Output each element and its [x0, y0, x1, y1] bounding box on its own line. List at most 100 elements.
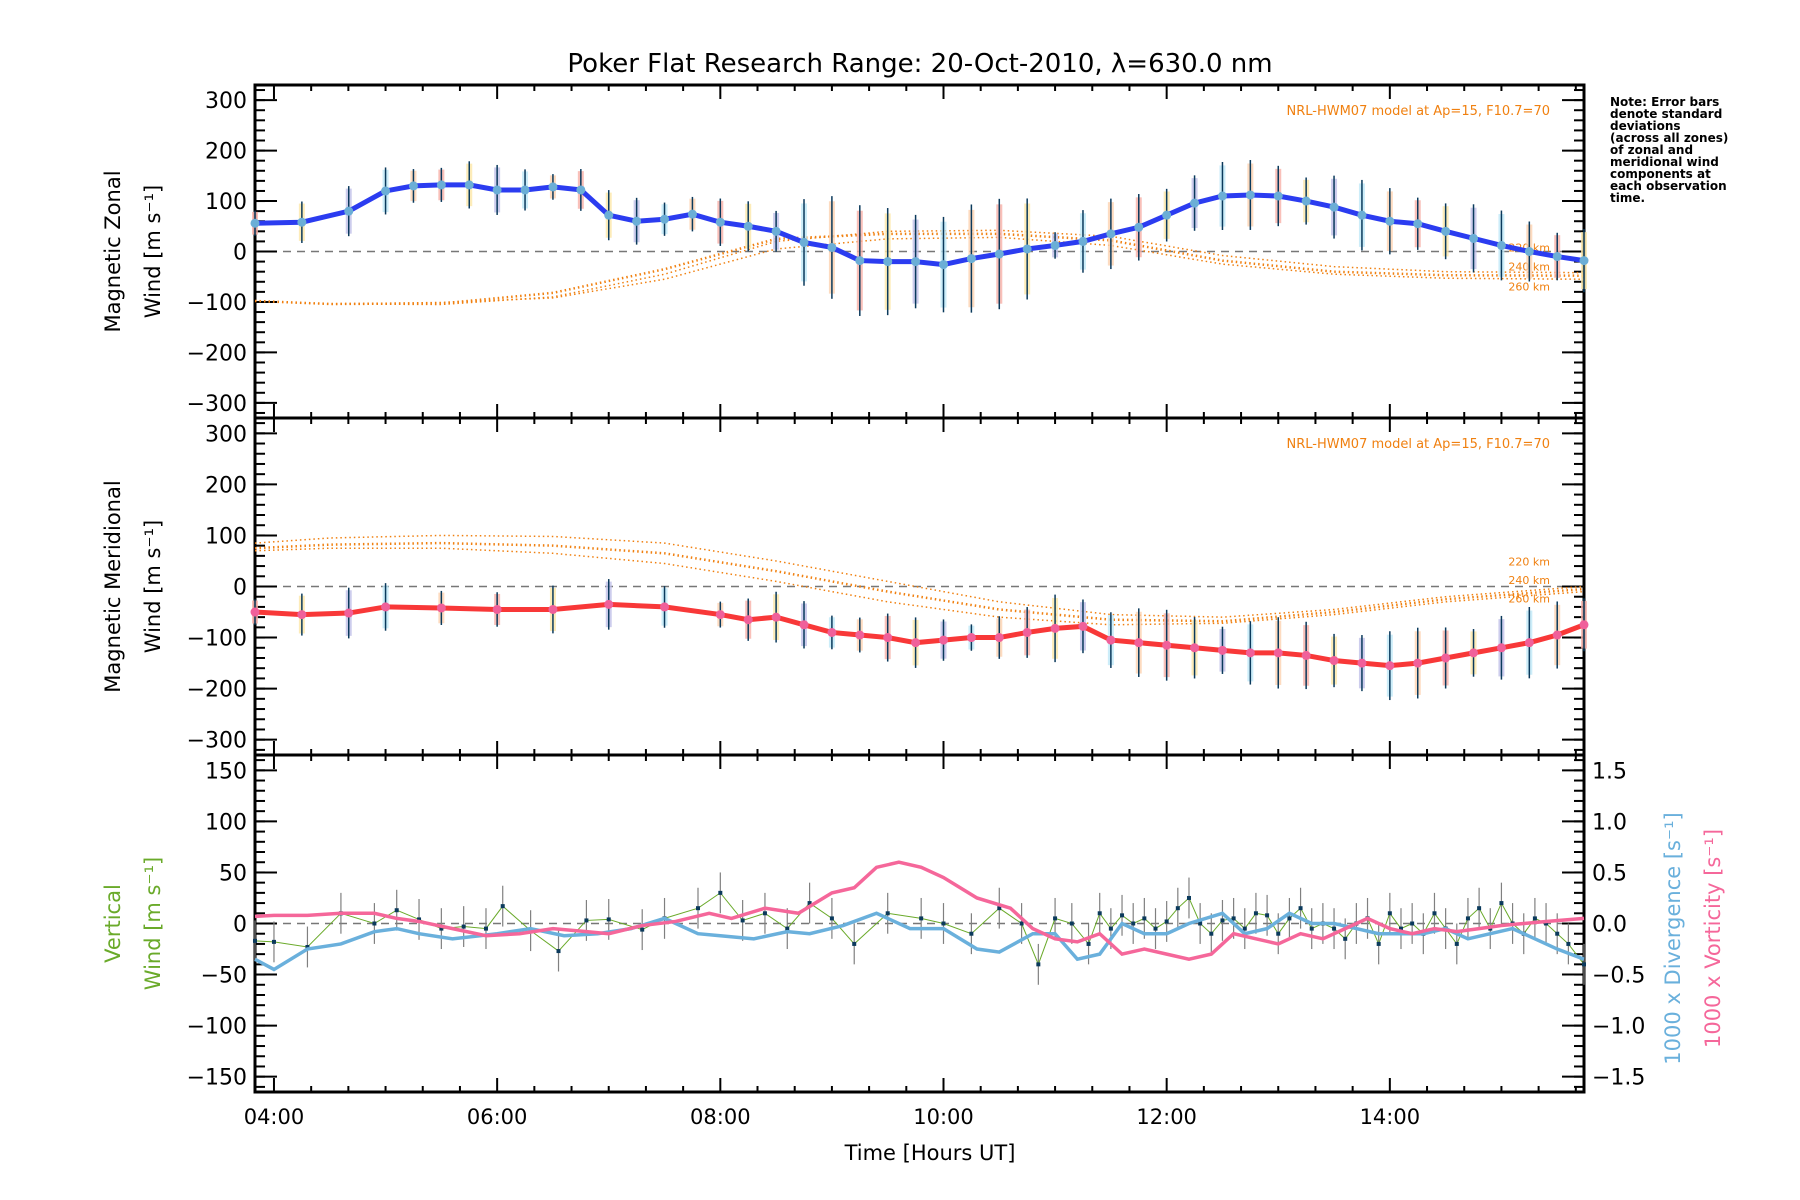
data-point: [1301, 196, 1311, 206]
panel-meridional: 300 200 100 0 −100 −200 −300 Magnetic Meridiona…: [101, 416, 1589, 757]
data-point: [520, 185, 530, 195]
vertical-wind-point: [305, 944, 310, 949]
note-line: meridional wind: [1610, 155, 1719, 169]
data-point: [660, 214, 670, 224]
y-tick-label: −100: [187, 291, 247, 316]
y-tick-label: 0: [233, 913, 247, 938]
data-point: [1413, 658, 1423, 668]
vertical-wind-point: [1069, 921, 1074, 926]
vertical-wind-point: [1544, 921, 1549, 926]
vertical-wind-point: [1153, 926, 1158, 931]
data-point: [250, 218, 260, 228]
data-point: [715, 217, 725, 227]
y2-tick-label: −1.5: [1592, 1066, 1645, 1091]
vertical-wind-point: [969, 931, 974, 936]
vertical-wind-point: [640, 927, 645, 932]
data-point: [1273, 191, 1283, 201]
model-line-240km: [254, 541, 1585, 623]
data-point: [1552, 252, 1562, 262]
note-line: (across all zones): [1610, 131, 1729, 145]
x-tick-label: 04:00: [244, 1105, 305, 1129]
vertical-wind-point: [1477, 906, 1482, 911]
data-point: [297, 217, 307, 227]
y-tick-label: 100: [205, 524, 247, 549]
y2-tick-label: 0.5: [1592, 861, 1627, 886]
data-point: [1496, 643, 1506, 653]
data-point: [715, 610, 725, 620]
y-tick-label: 100: [205, 190, 247, 215]
data-point: [1552, 630, 1562, 640]
model-line-220km: [254, 534, 1585, 618]
data-point: [1050, 240, 1060, 250]
data-point: [799, 237, 809, 247]
vertical-wind-point: [1376, 941, 1381, 946]
data-point: [1022, 627, 1032, 637]
note-line: denote standard: [1610, 107, 1723, 121]
data-point: [381, 186, 391, 196]
vertical-wind-point: [417, 917, 422, 922]
vertical-wind-point: [606, 917, 611, 922]
data-point: [1078, 236, 1088, 246]
vertical-wind-point: [785, 926, 790, 931]
vertical-wind-point: [852, 941, 857, 946]
vertical-wind-point: [1131, 921, 1136, 926]
note-line: Note: Error bars: [1610, 95, 1720, 109]
data-point: [408, 181, 418, 191]
y-tick-label: −50: [201, 964, 247, 989]
x-tick-label: 14:00: [1360, 1105, 1421, 1129]
vertical-wind-point: [696, 906, 700, 911]
chart-title: Poker Flat Research Range: 20-Oct-2010, …: [567, 49, 1272, 79]
y-axis-label: Wind [m s⁻¹]: [141, 520, 165, 653]
vertical-wind-point: [461, 924, 466, 929]
vertical-wind-point: [1287, 916, 1292, 921]
data-point: [250, 607, 260, 617]
model-altitude-label: 260 km: [1508, 280, 1550, 293]
data-point: [911, 638, 921, 648]
data-point: [827, 242, 837, 252]
vertical-wind-point: [997, 906, 1002, 911]
vertical-wind-point: [1387, 911, 1392, 916]
model-label: NRL-HWM07 model at Ap=15, F10.7=70: [1287, 437, 1551, 452]
model-altitude-label: 220 km: [1508, 556, 1550, 569]
note-line: components at: [1610, 167, 1711, 181]
x-tick-label: 12:00: [1136, 1105, 1197, 1129]
data-point: [1524, 638, 1534, 648]
vertical-wind-point: [1164, 919, 1169, 924]
vertical-wind-point: [1198, 921, 1203, 926]
vertical-wind-point: [1532, 916, 1537, 921]
data-point: [1190, 198, 1200, 208]
data-point: [1329, 656, 1339, 666]
vertical-wind-point: [1253, 911, 1258, 916]
data-point: [938, 635, 948, 645]
data-point: [1134, 222, 1144, 232]
y-axis-label: Wind [m s⁻¹]: [141, 185, 165, 318]
note-line: of zonal and: [1610, 143, 1694, 157]
vertical-wind-point: [1142, 916, 1147, 921]
vertical-wind-point: [1053, 916, 1058, 921]
x-tick-label: 06:00: [467, 1105, 528, 1129]
vertical-wind-point: [1108, 926, 1113, 931]
x-tick-label: 10:00: [913, 1105, 974, 1129]
data-point: [1050, 623, 1060, 633]
data-point: [297, 610, 307, 620]
vertical-wind-point: [1209, 931, 1214, 936]
vertical-wind-point: [829, 916, 834, 921]
model-line-220km: [254, 229, 1585, 306]
vertical-wind-point: [1265, 913, 1270, 918]
data-point: [1329, 202, 1339, 212]
vertical-wind-point: [885, 911, 890, 916]
data-point: [771, 226, 781, 236]
y-tick-label: 300: [205, 89, 247, 114]
data-point: [576, 185, 586, 195]
data-point: [660, 602, 670, 612]
vertical-wind-point: [1582, 962, 1586, 967]
y-tick-label: 200: [205, 140, 247, 165]
data-point: [966, 633, 976, 643]
vertical-wind-point: [500, 904, 505, 909]
data-point: [344, 206, 354, 216]
vertical-wind-point: [941, 921, 946, 926]
vertical-wind-point: [1175, 906, 1180, 911]
vertical-wind-point: [807, 901, 812, 906]
vertical-wind-point: [271, 939, 276, 944]
data-point: [994, 633, 1004, 643]
